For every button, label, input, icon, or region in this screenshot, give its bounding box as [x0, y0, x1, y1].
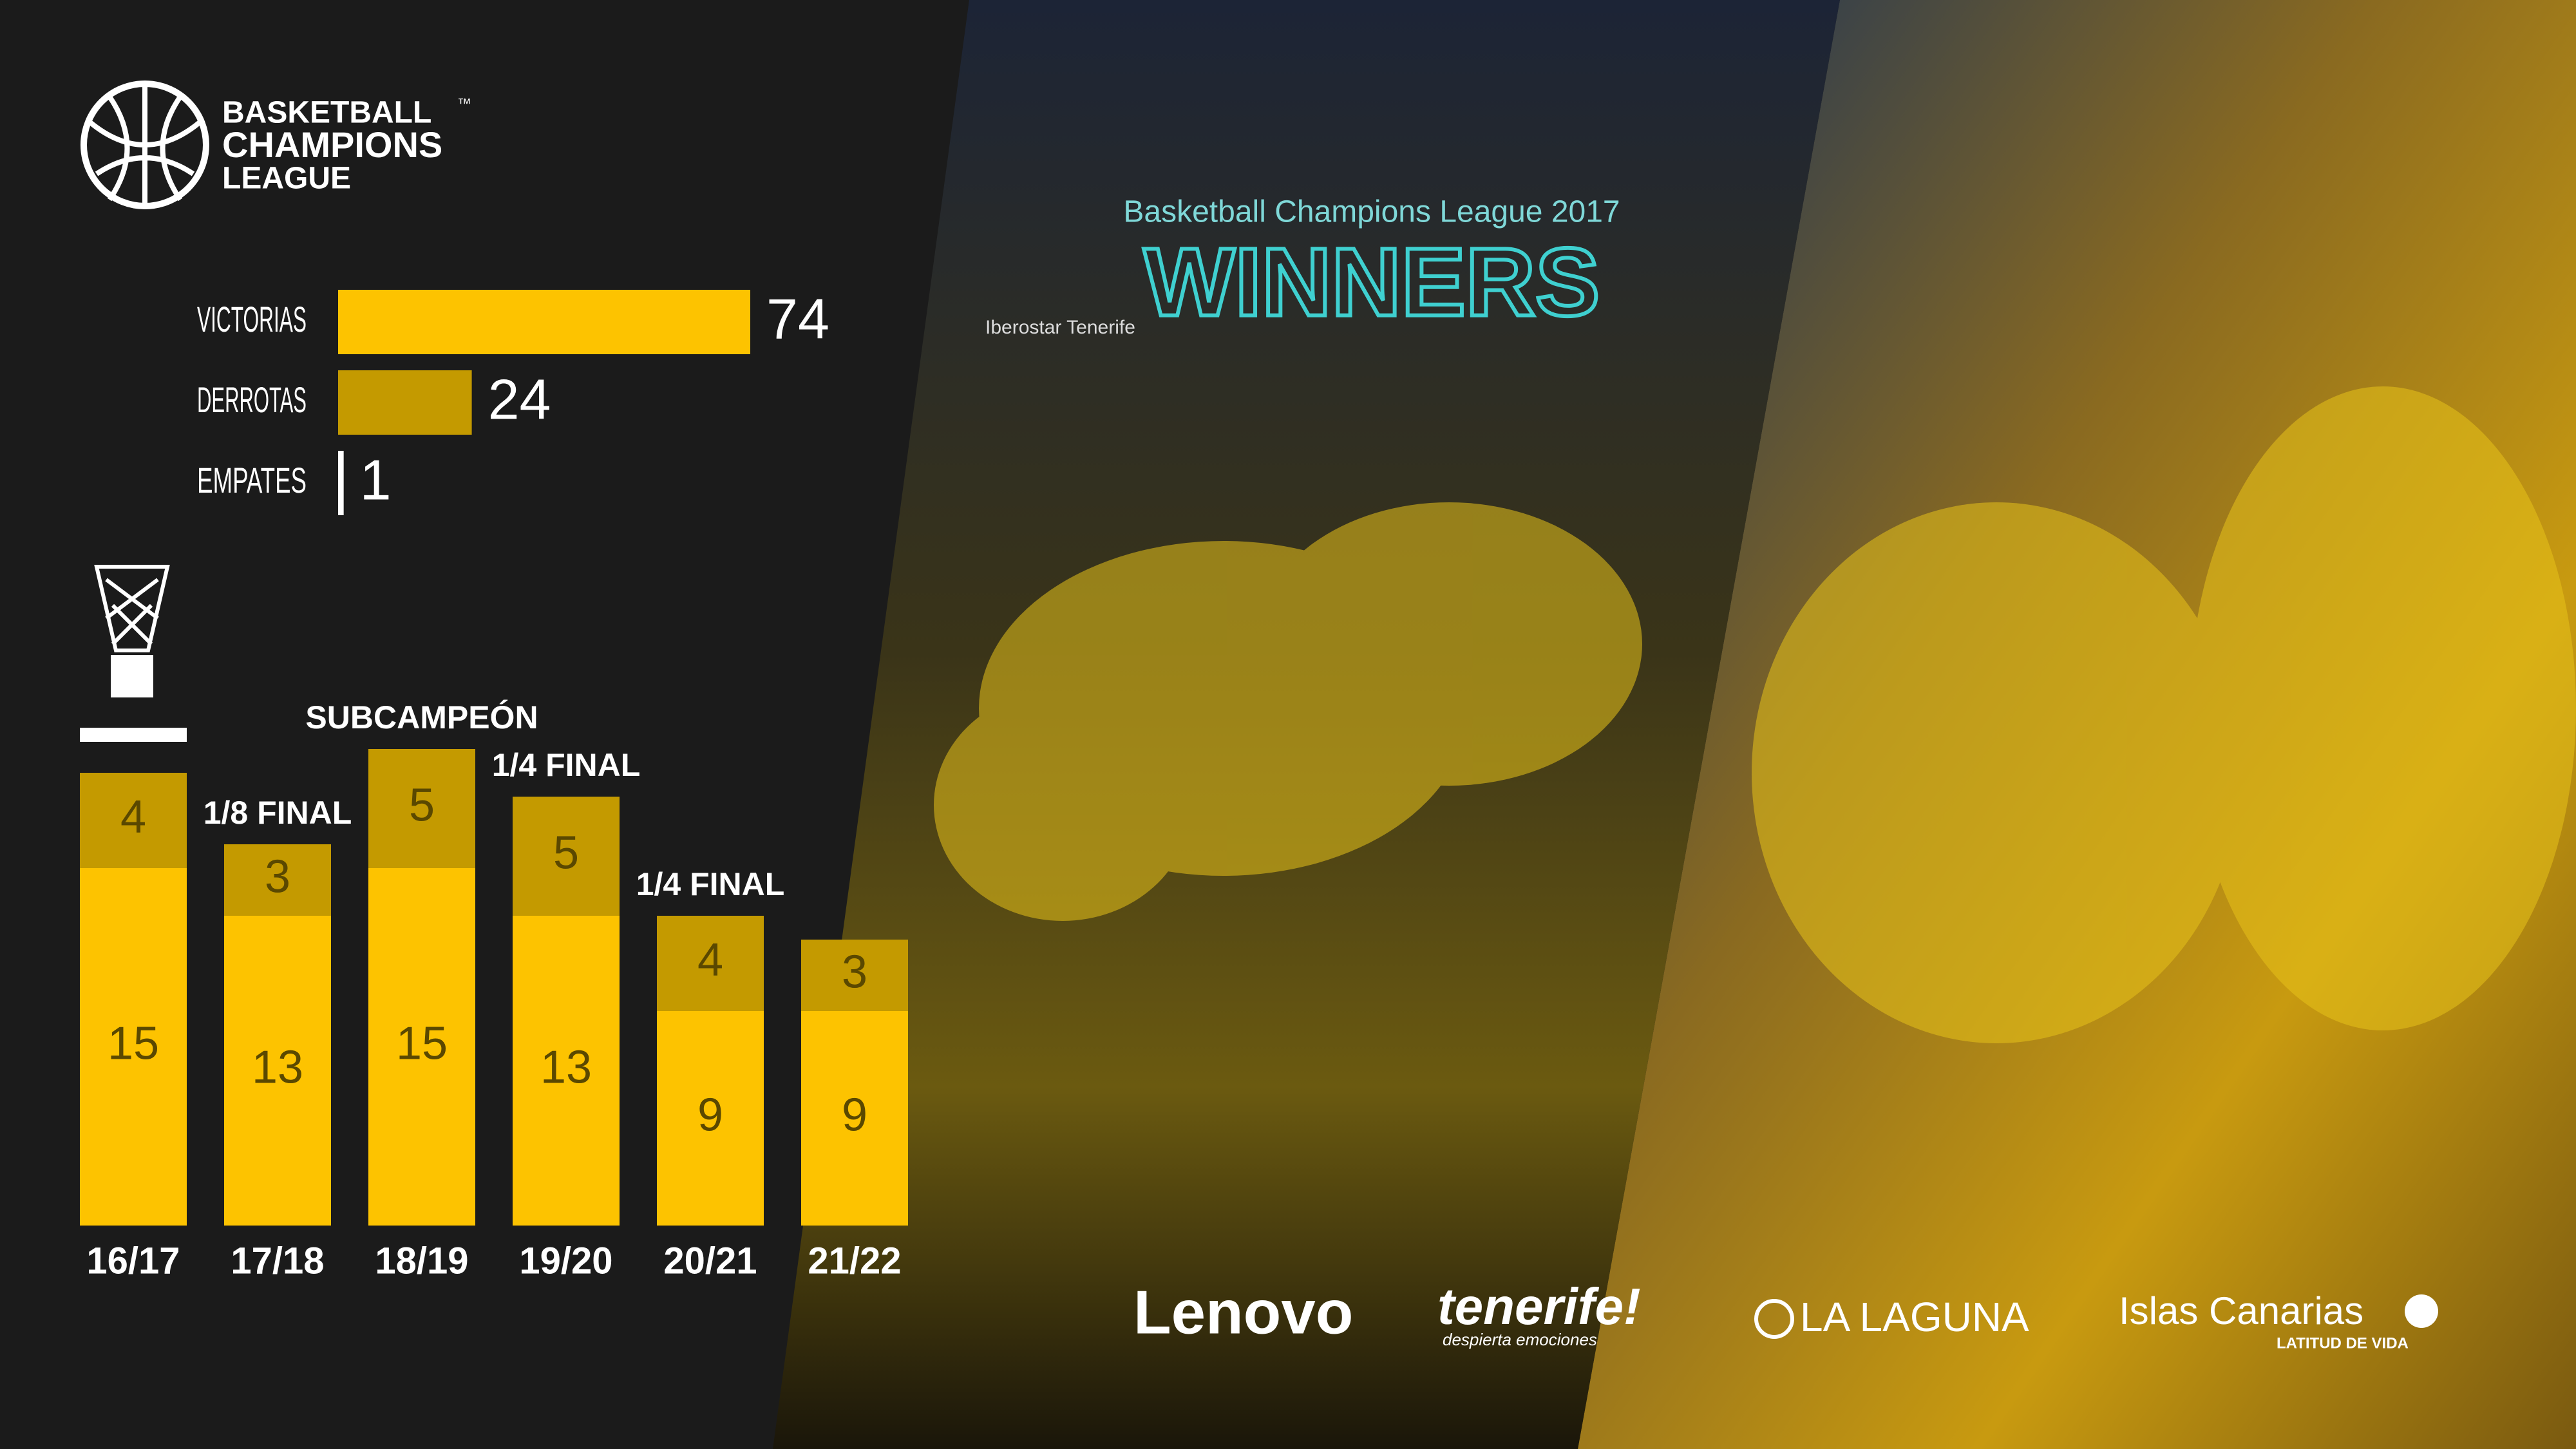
season-label: 17/18 [231, 1240, 324, 1282]
stage-label: SUBCAMPEÓN [305, 699, 538, 735]
logo-text: LEAGUE [222, 162, 351, 196]
stage-label: 1/4 FINAL [636, 866, 785, 902]
canarias-icon [2405, 1294, 2438, 1328]
value-label: 15 [396, 1018, 448, 1070]
logo-text: BASKETBALL [222, 96, 431, 130]
bar-label: DERROTAS [197, 379, 307, 420]
logo-text: CHAMPIONS [222, 124, 442, 165]
bar-label: VICTORIAS [197, 299, 307, 339]
value-label: 24 [488, 367, 551, 431]
value-label: 3 [265, 851, 290, 903]
value-label: 5 [409, 780, 435, 831]
photo-banner: Basketball Champions League 2017 [1123, 195, 1620, 229]
stacked-bar [657, 1011, 764, 1226]
value-label: 3 [842, 947, 867, 998]
season-label: 19/20 [519, 1240, 612, 1282]
sponsor-lenovo: Lenovo [1133, 1278, 1353, 1347]
value-label: 13 [540, 1042, 592, 1094]
photo-winners: WINNERS [1144, 228, 1600, 336]
value-label: 1 [360, 448, 392, 511]
season-label: 21/22 [808, 1240, 901, 1282]
sponsors: Lenovo tenerife! despierta emociones LA … [1133, 1278, 2438, 1352]
crowd-shapes [934, 386, 2576, 1043]
logo: BASKETBALL ™ CHAMPIONS LEAGUE [80, 80, 471, 209]
value-label: 15 [108, 1018, 159, 1070]
stacked-bar [657, 916, 764, 1011]
value-label: 4 [697, 934, 723, 986]
bar [338, 370, 472, 435]
stage-label: 1/4 FINAL [492, 747, 641, 783]
bar-label: EMPATES [197, 460, 307, 500]
sponsor-canarias: Islas Canarias [2119, 1289, 2363, 1332]
stacked-bar [224, 844, 331, 916]
sponsor-tagline: despierta emociones [1443, 1330, 1597, 1349]
season-label: 20/21 [663, 1240, 757, 1282]
logo-tm: ™ [457, 95, 471, 111]
season-label: 18/19 [375, 1240, 468, 1282]
value-label: 9 [842, 1090, 867, 1141]
sponsor-laguna: LA LAGUNA [1800, 1294, 2029, 1340]
stacked-bar [368, 868, 475, 1226]
stacked-bar [80, 773, 187, 868]
champion-marker [80, 728, 187, 742]
sponsor-tenerife: tenerife! [1437, 1278, 1641, 1335]
sponsor-tagline: LATITUD DE VIDA [2277, 1334, 2409, 1352]
value-label: 9 [697, 1090, 723, 1141]
trophy-icon [94, 565, 170, 697]
stacked-bar [224, 916, 331, 1226]
stacked-bar [80, 868, 187, 1226]
value-label: 13 [252, 1042, 303, 1094]
stacked-bar [801, 1011, 908, 1226]
bar [338, 451, 344, 515]
logo-lines [88, 84, 202, 206]
bar [338, 290, 750, 354]
stacked-bar [801, 940, 908, 1011]
stacked-bar [368, 749, 475, 868]
value-label: 4 [120, 791, 146, 843]
stacked-bar [513, 797, 620, 916]
season-label: 16/17 [86, 1240, 180, 1282]
value-label: 74 [766, 287, 829, 350]
laguna-icon [1754, 1299, 1794, 1339]
stage-label: 1/8 FINAL [204, 795, 352, 831]
stacked-bar [513, 916, 620, 1226]
value-label: 5 [553, 828, 579, 879]
photo-team: Iberostar Tenerife [985, 317, 1135, 338]
